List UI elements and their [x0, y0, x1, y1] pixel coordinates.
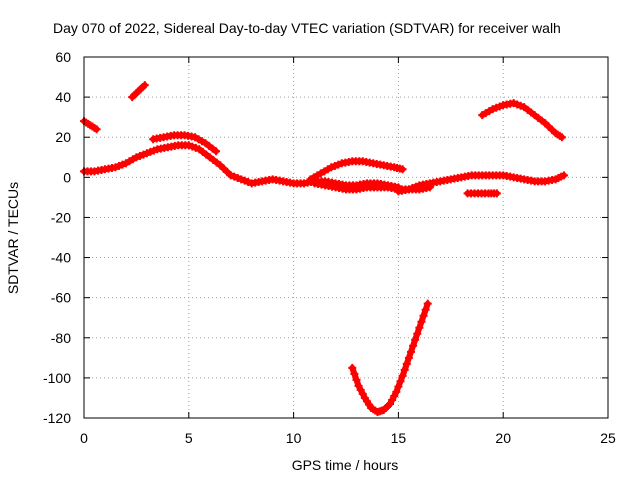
series-track-b: [149, 131, 221, 156]
data-point: [394, 382, 403, 391]
data-point: [386, 399, 395, 408]
data-point: [358, 389, 367, 398]
y-tick-label: 20: [55, 129, 71, 145]
series-track-j: [348, 299, 432, 416]
x-tick-label: 20: [495, 430, 511, 446]
y-tick-label: 60: [55, 49, 71, 65]
data-point: [390, 391, 399, 400]
data-point: [398, 371, 407, 380]
data-point: [388, 395, 397, 404]
data-point: [140, 81, 149, 90]
series-track-c: [128, 81, 149, 102]
data-point: [492, 189, 501, 198]
series-track-d: [80, 117, 101, 134]
series-track-h: [463, 189, 501, 198]
data-point: [417, 317, 426, 326]
data-point: [400, 365, 409, 374]
x-tick-label: 5: [185, 430, 193, 446]
data-point: [409, 341, 418, 350]
series-track-i: [478, 99, 566, 142]
data-point: [352, 375, 361, 384]
data-point: [392, 387, 401, 396]
x-tick-label: 10: [286, 430, 302, 446]
x-tick-label: 15: [391, 430, 407, 446]
data-point: [413, 329, 422, 338]
plot-frame: [83, 56, 609, 419]
data-point: [354, 381, 363, 390]
data-point: [411, 335, 420, 344]
y-tick-label: -40: [51, 250, 71, 266]
y-tick-label: -60: [51, 290, 71, 306]
data-point: [557, 133, 566, 142]
y-tick-label: -80: [51, 330, 71, 346]
x-tick-label: 0: [80, 430, 88, 446]
y-axis-label: SDTVAR / TECUs: [5, 182, 21, 294]
data-point: [415, 323, 424, 332]
data-point: [423, 299, 432, 308]
data-point: [212, 147, 221, 156]
y-tick-label: -20: [51, 209, 71, 225]
data-point: [419, 311, 428, 320]
data-point: [559, 171, 568, 180]
chart-title: Day 070 of 2022, Sidereal Day-to-day VTE…: [53, 20, 561, 36]
tick-layer: 0 5 10 15 20 25 60 40 20 0 -20 -40 -60 -80 -100 -120: [43, 49, 616, 446]
data-point: [404, 353, 413, 362]
x-tick-label: 25: [600, 430, 616, 446]
series-track-g: [394, 171, 568, 196]
y-tick-label: 40: [55, 89, 71, 105]
data-point: [350, 369, 359, 378]
data-point: [396, 377, 405, 386]
y-tick-label: -120: [43, 410, 71, 426]
data-point: [398, 165, 407, 174]
y-tick-label: -100: [43, 370, 71, 386]
data-layer: [80, 81, 568, 416]
x-axis-label: GPS time / hours: [292, 457, 399, 473]
data-point: [421, 305, 430, 314]
data-point: [402, 359, 411, 368]
data-point: [348, 363, 357, 372]
y-tick-label: 0: [63, 169, 71, 185]
series-track-a: [80, 141, 403, 192]
data-point: [92, 125, 101, 134]
series-track-e: [306, 157, 407, 184]
data-point: [356, 385, 365, 394]
data-point: [406, 347, 415, 356]
